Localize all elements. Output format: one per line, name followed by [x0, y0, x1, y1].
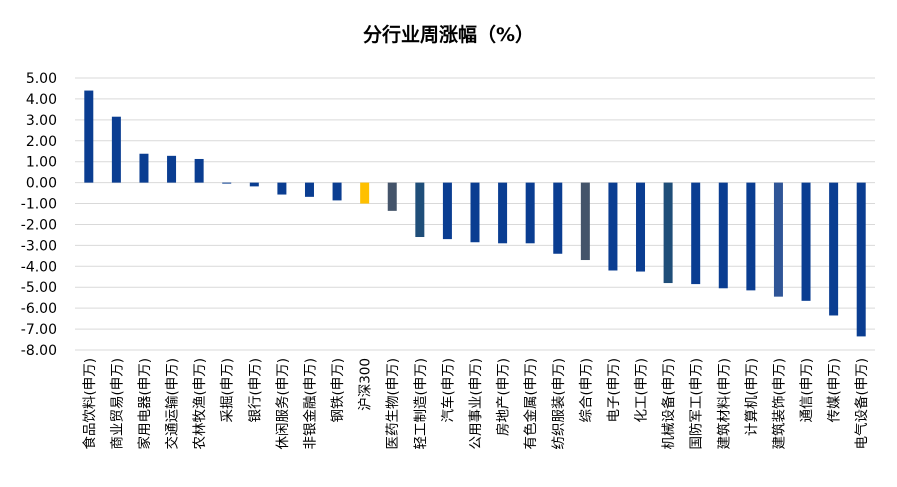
- bar: [222, 182, 232, 184]
- bar: [194, 158, 204, 183]
- x-tick-label: 机械设备(申万): [660, 358, 677, 450]
- bar: [525, 182, 535, 244]
- y-tick-label: 1.00: [26, 155, 57, 171]
- y-tick-label: -4.00: [21, 259, 57, 275]
- y-tick-label: -8.00: [21, 343, 57, 359]
- x-tick-label: 医药生物(申万): [385, 358, 401, 450]
- bar: [773, 182, 783, 297]
- bar: [829, 182, 839, 316]
- y-tick-label: -1.00: [21, 197, 57, 213]
- chart-title: 分行业周涨幅（%）: [362, 24, 535, 46]
- y-tick-label: 4.00: [26, 92, 57, 108]
- bar: [580, 182, 590, 261]
- x-tick-label: 轻工制造(申万): [413, 358, 429, 450]
- x-tick-label: 电气设备(申万): [853, 358, 870, 450]
- bar: [663, 182, 673, 284]
- x-tick-label: 公用事业(申万): [468, 358, 484, 450]
- bar: [856, 182, 866, 337]
- x-tick-label: 国防军工(申万): [689, 358, 705, 450]
- bar: [139, 153, 149, 183]
- x-tick-label: 电子(申万): [606, 358, 622, 423]
- x-tick-label: 银行(申万): [247, 358, 263, 423]
- y-tick-label: -7.00: [21, 322, 57, 338]
- x-tick-label: 农林牧渔(申万): [192, 358, 208, 450]
- bar: [277, 182, 287, 195]
- x-tick-label: 综合(申万): [578, 358, 594, 423]
- y-tick-label: -3.00: [21, 238, 57, 254]
- bar: [498, 182, 508, 244]
- x-tick-label: 建筑装饰(申万): [771, 358, 787, 450]
- x-tick-label: 食品饮料(申万): [81, 358, 98, 450]
- bar: [111, 116, 121, 183]
- x-tick-label: 传媒(申万): [827, 358, 843, 423]
- bar: [801, 182, 811, 301]
- x-tick-label: 家用电器(申万): [136, 358, 153, 450]
- y-tick-label: -6.00: [21, 301, 57, 317]
- x-tick-label: 化工(申万): [634, 358, 650, 423]
- y-tick-label: -2.00: [21, 217, 57, 233]
- x-tick-label: 沪深300: [358, 358, 374, 411]
- y-tick-label: 2.00: [26, 134, 57, 150]
- bar: [249, 182, 259, 187]
- x-tick-label: 非银金融(申万): [302, 358, 318, 450]
- bar: [553, 182, 563, 254]
- x-tick-label: 汽车(申万): [439, 358, 456, 423]
- bars: [84, 90, 866, 337]
- x-tick-label: 建筑材料(申万): [716, 358, 732, 450]
- y-tick-label: 5.00: [26, 71, 57, 87]
- bar: [332, 182, 342, 201]
- y-tick-label: -5.00: [21, 280, 57, 296]
- x-tick-label: 商业贸易(申万): [109, 358, 125, 450]
- x-tick-label: 交通运输(申万): [164, 358, 181, 450]
- bar: [167, 155, 177, 183]
- bar: [718, 182, 728, 289]
- x-tick-label: 计算机(申万): [744, 358, 760, 436]
- x-tick-label: 纺织服装(申万): [551, 358, 567, 450]
- y-tick-label: 3.00: [26, 113, 57, 129]
- bar: [415, 182, 425, 238]
- y-tick-label: 0.00: [26, 176, 57, 192]
- bar: [470, 182, 480, 243]
- bar: [636, 182, 646, 272]
- x-tick-label: 钢铁(申万): [330, 358, 346, 423]
- x-tick-label: 通信(申万): [799, 358, 815, 423]
- bar: [442, 182, 452, 240]
- x-tick-label: 采掘(申万): [220, 358, 236, 423]
- bar: [691, 182, 701, 285]
- x-tick-labels: 食品饮料(申万) 商业贸易(申万) 家用电器(申万) 交通运输(申万) 农林牧渔(申万)…: [81, 358, 870, 450]
- bar: [84, 90, 94, 183]
- bar: [387, 182, 397, 211]
- y-tick-labels: -8.00 -7.00 -6.00 -5.00 -4.00 -3.00 -2.00 -1.00…: [21, 71, 57, 359]
- x-tick-label: 有色金属(申万): [522, 358, 539, 450]
- x-tick-label: 休闲服务(申万): [275, 358, 291, 450]
- bar: [608, 182, 618, 271]
- bar: [746, 182, 756, 291]
- bar: [304, 182, 314, 197]
- bar: [360, 182, 370, 204]
- x-tick-label: 房地产(申万): [496, 358, 512, 436]
